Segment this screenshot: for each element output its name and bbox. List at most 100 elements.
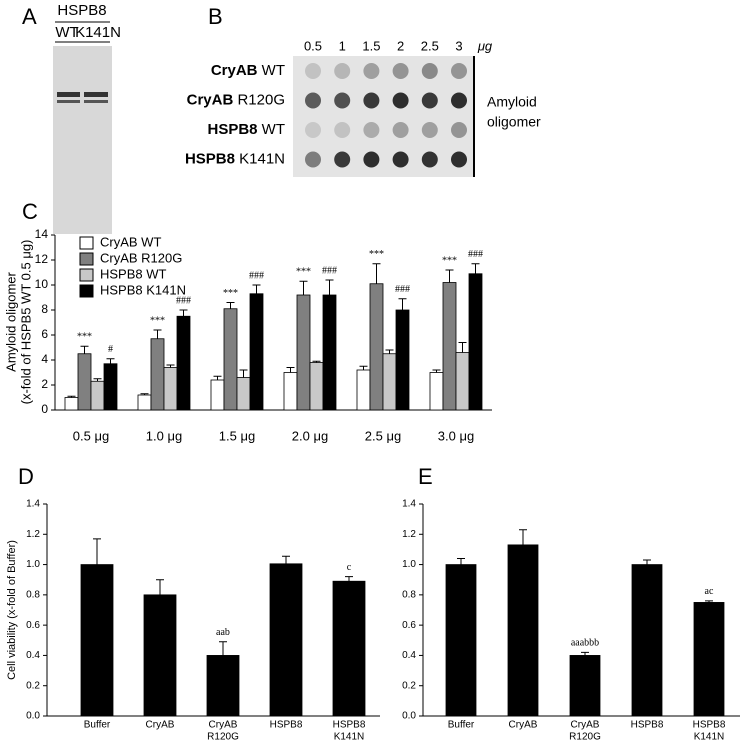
dot [305, 63, 321, 79]
bar [64, 397, 79, 411]
error-bar [80, 345, 89, 354]
dot [421, 63, 438, 79]
x-tick-label: 1.0 μg [146, 428, 182, 443]
y-tick-label: 1.2 [402, 529, 416, 540]
y-tick-label: 10 [35, 277, 49, 291]
x-tick-label: 2.5 μg [365, 428, 401, 443]
bar [442, 282, 457, 411]
bar [150, 338, 165, 411]
dot [363, 63, 380, 79]
y-axis-label: Amyloid oligomer [3, 271, 18, 371]
error-bar [359, 365, 368, 370]
dot [305, 92, 321, 109]
x-tick-label: CryAB [209, 720, 238, 731]
dot [392, 151, 409, 168]
band [57, 92, 80, 97]
legend-label: CryAB WT [100, 234, 161, 249]
error-bar [252, 284, 261, 294]
bar [296, 294, 311, 411]
error-bar [345, 576, 353, 582]
bar [137, 394, 152, 411]
dot [363, 122, 380, 138]
y-tick-label: 0.0 [26, 711, 40, 722]
error-bar [705, 600, 713, 603]
bar [309, 362, 324, 411]
y-tick-label: 2 [41, 377, 48, 391]
bar [80, 564, 114, 717]
y-tick-label: 1.2 [26, 529, 40, 540]
error-bar [445, 269, 454, 283]
error-bar [282, 555, 290, 564]
error-bar [93, 378, 102, 382]
annotation: ### [395, 284, 410, 295]
dot [392, 122, 409, 138]
y-axis-label: (x-fold of HSPB5 WT 0.5 μg) [18, 240, 33, 405]
dot [305, 151, 321, 168]
bar [429, 372, 444, 411]
error-bar [140, 393, 149, 395]
x-tick-label: HSPB8 [631, 720, 664, 731]
bar [631, 564, 663, 717]
error-bar [471, 263, 480, 274]
error-bar [286, 367, 295, 373]
bar [369, 283, 384, 411]
y-tick-label: 0.4 [402, 650, 416, 661]
blot-title: HSPB8 [57, 2, 106, 19]
dose-label: 1 [339, 38, 346, 53]
bar [223, 308, 238, 411]
error-bar [325, 279, 334, 295]
row-label: CryAB R120G [187, 91, 285, 108]
error-bar [67, 395, 76, 398]
bar [236, 377, 251, 411]
dot [334, 151, 351, 168]
bar [206, 655, 240, 717]
bar [283, 372, 298, 411]
band [84, 100, 108, 103]
bar [332, 580, 366, 717]
x-tick-label: Buffer [84, 720, 111, 731]
error-bar [213, 375, 222, 380]
panel-label: A [22, 4, 37, 29]
annotation: ### [468, 249, 483, 260]
dose-label: 0.5 [304, 38, 322, 53]
dot [421, 92, 438, 109]
panel-label: D [18, 464, 34, 489]
bar [569, 655, 601, 717]
bar [455, 352, 470, 411]
legend-label: HSPB8 WT [100, 266, 167, 281]
dose-label: 2 [397, 38, 404, 53]
annotation: *** [150, 315, 165, 326]
bar [90, 380, 105, 411]
y-tick-label: 1.4 [402, 499, 416, 510]
y-tick-label: 0.8 [402, 589, 416, 600]
x-tick-label: CryAB [146, 720, 175, 731]
error-bar [299, 280, 308, 295]
error-bar [226, 302, 235, 309]
error-bar [153, 329, 162, 339]
band [84, 92, 108, 97]
dot [451, 92, 467, 109]
dose-label: 3 [455, 38, 462, 53]
blot-b [293, 56, 475, 177]
error-bar [106, 358, 115, 364]
bar [143, 594, 177, 717]
dot [451, 151, 467, 168]
lane-label: K141N [75, 24, 121, 41]
y-tick-label: 0.4 [26, 650, 40, 661]
bar [77, 353, 92, 411]
x-tick-label: 0.5 μg [73, 428, 109, 443]
error-bar [519, 529, 527, 545]
dot [363, 92, 380, 109]
legend-swatch [79, 252, 94, 266]
x-tick-label: K141N [334, 732, 365, 743]
bar [210, 379, 225, 411]
error-bar [93, 538, 101, 565]
dot [421, 151, 438, 168]
y-tick-label: 1.0 [26, 559, 40, 570]
x-tick-label: HSPB8 [270, 720, 303, 731]
unit-label: μg [477, 38, 493, 53]
bar [103, 363, 118, 411]
panel-label: B [208, 4, 223, 29]
bar [249, 293, 264, 411]
